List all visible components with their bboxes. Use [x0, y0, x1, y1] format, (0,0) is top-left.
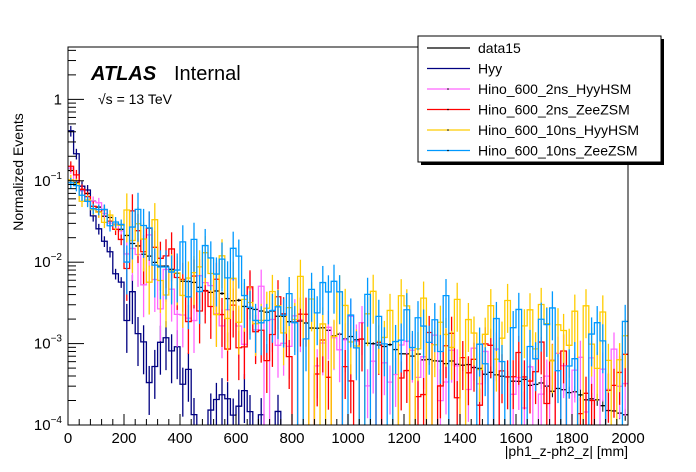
legend-label: data15: [478, 40, 521, 56]
x-tick-label: 1200: [387, 430, 420, 447]
legend: data15 Hyy Hino_600_2ns_HyyHSM Hino_600_2ns…: [417, 35, 664, 165]
x-tick-label: 2000: [611, 430, 644, 447]
y-tick-label: 10−1: [34, 171, 63, 190]
energy-label: √s = 13 TeV: [98, 91, 173, 107]
y-tick-label: 10−3: [34, 334, 63, 353]
series-hino-600-10ns-zeezsm: [68, 177, 628, 425]
legend-marker: [447, 88, 449, 90]
legend-marker: [447, 149, 449, 152]
series-layer: [68, 125, 628, 425]
x-tick-label: 0: [64, 430, 72, 447]
legend-entry: data15: [427, 40, 521, 56]
y-tick-label: 10−4: [34, 415, 63, 434]
legend-marker: [447, 129, 449, 131]
x-tick-label: 1400: [443, 430, 476, 447]
legend-entry: Hino_600_2ns_ZeeZSM: [427, 102, 630, 118]
legend-entry: Hyy: [427, 61, 502, 77]
x-tick-label: 400: [167, 430, 192, 447]
y-tick-label: 10−2: [34, 252, 63, 271]
legend-label: Hino_600_10ns_ZeeZSM: [478, 143, 638, 159]
x-tick-label: 800: [279, 430, 304, 447]
legend-label: Hyy: [478, 61, 502, 77]
legend-label: Hino_600_2ns_ZeeZSM: [478, 102, 630, 118]
legend-marker: [447, 108, 449, 111]
x-tick-label: 1800: [555, 430, 588, 447]
legend-label: Hino_600_2ns_HyyHSM: [478, 81, 631, 97]
legend-label: Hino_600_10ns_HyyHSM: [478, 122, 639, 138]
axis-ticks: [67, 49, 629, 426]
x-axis-title: |ph1_z-ph2_z| [mm]: [505, 443, 628, 459]
y-axis-title: Normalized Events: [10, 113, 26, 231]
histogram-step-line: [68, 182, 628, 425]
x-tick-label: 1000: [331, 430, 364, 447]
axis-tick-labels: 0 200 400 600 800 1000 1200 1400 1600 1800 2000 10−…: [34, 91, 645, 447]
legend-box: [417, 35, 662, 163]
legend-entry: Hino_600_10ns_HyyHSM: [427, 122, 639, 138]
legend-entry: Hino_600_2ns_HyyHSM: [427, 81, 631, 97]
atlas-label: ATLAS: [90, 63, 157, 85]
internal-label: Internal: [174, 63, 241, 85]
x-tick-label: 600: [223, 430, 248, 447]
legend-entry: Hino_600_10ns_ZeeZSM: [427, 143, 638, 159]
x-tick-label: 200: [111, 430, 136, 447]
y-tick-label: 1: [54, 91, 62, 108]
x-tick-label: 1600: [499, 430, 532, 447]
